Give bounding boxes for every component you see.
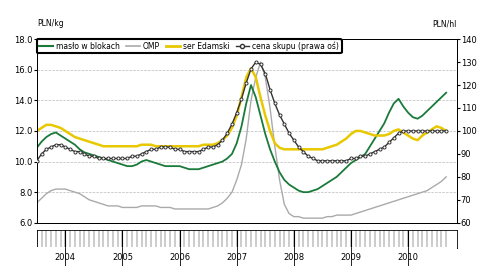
Text: PLN/kg: PLN/kg [37,19,63,28]
Text: 2006: 2006 [169,253,190,262]
Text: 2005: 2005 [112,253,133,262]
Legend: masło w blokach, OMP, ser Edamski, cena skupu (prawa oś): masło w blokach, OMP, ser Edamski, cena … [37,39,342,53]
Text: 2009: 2009 [340,253,361,262]
Text: 2007: 2007 [226,253,247,262]
Text: PLN/hl: PLN/hl [432,19,457,28]
Text: 2010: 2010 [398,253,419,262]
Text: 2004: 2004 [55,253,76,262]
Text: 2008: 2008 [283,253,304,262]
